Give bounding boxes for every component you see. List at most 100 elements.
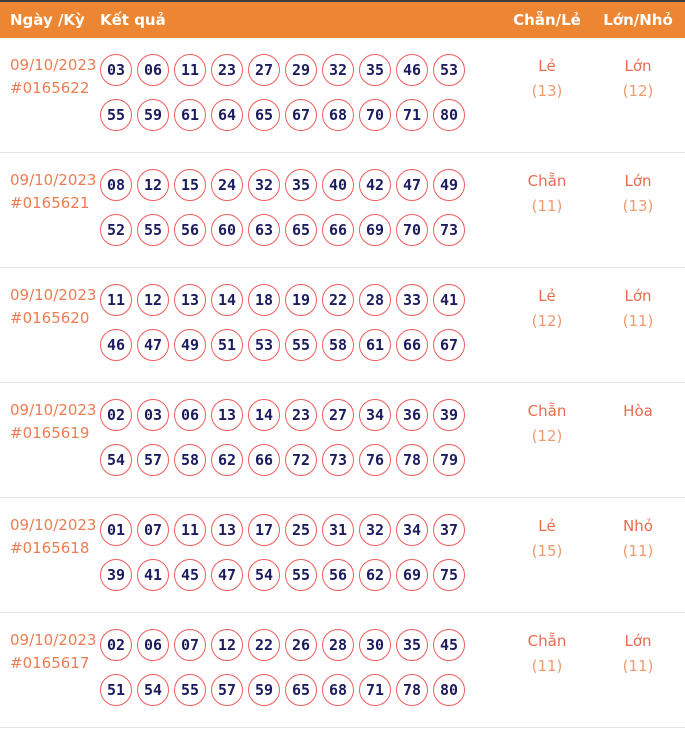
size-count: (11): [622, 542, 654, 560]
result-number-ball: 58: [322, 329, 354, 361]
numbers-line: 51 54 55 57 59 65 68 71 78 80: [100, 674, 497, 706]
draw-date-cell[interactable]: 09/10/2023 #0165617: [0, 629, 100, 706]
result-number-ball: 41: [433, 284, 465, 316]
result-number-ball: 28: [359, 284, 391, 316]
result-number-ball: 59: [137, 99, 169, 131]
result-number-ball: 13: [174, 284, 206, 316]
size-count: (11): [622, 657, 654, 675]
size-count: (12): [622, 82, 654, 100]
draw-row: 09/10/2023 #0165621 08 12 15 24 32 35 40 42 47 49 52…: [0, 153, 685, 268]
draw-date-cell[interactable]: 09/10/2023 #0165622: [0, 54, 100, 131]
result-number-ball: 12: [211, 629, 243, 661]
result-number-ball: 66: [396, 329, 428, 361]
size-label: Lớn: [624, 632, 652, 650]
result-number-ball: 32: [359, 514, 391, 546]
draw-row: 09/10/2023 #0165619 02 03 06 13 14 23 27 34 36 39 54…: [0, 383, 685, 498]
draw-numbers-cell: 11 12 13 14 18 19 22 28 33 41 46 47 49 51 53 55 58 61 66 67: [100, 284, 497, 361]
draw-date-cell[interactable]: 09/10/2023 #0165620: [0, 284, 100, 361]
result-number-ball: 19: [285, 284, 317, 316]
result-number-ball: 70: [359, 99, 391, 131]
result-number-ball: 34: [396, 514, 428, 546]
draw-date: 09/10/2023: [10, 171, 97, 189]
result-number-ball: 26: [285, 629, 317, 661]
result-number-ball: 61: [359, 329, 391, 361]
result-number-ball: 53: [248, 329, 280, 361]
size-count: (13): [622, 197, 654, 215]
size-cell: Lớn (11): [597, 284, 685, 361]
draw-row: 09/10/2023 #0165617 02 06 07 12 22 26 28 30 35 45 51…: [0, 613, 685, 728]
result-number-ball: 69: [396, 559, 428, 591]
draw-date: 09/10/2023: [10, 516, 97, 534]
size-cell: Nhỏ (11): [597, 514, 685, 591]
draw-numbers-cell: 03 06 11 23 27 29 32 35 46 53 55 59 61 64 65 67 68 70 71 80: [100, 54, 497, 131]
result-number-ball: 30: [359, 629, 391, 661]
parity-count: (11): [531, 197, 563, 215]
result-number-ball: 59: [248, 674, 280, 706]
result-number-ball: 35: [359, 54, 391, 86]
size-cell: Lớn (11): [597, 629, 685, 706]
result-number-ball: 62: [211, 444, 243, 476]
result-number-ball: 54: [137, 674, 169, 706]
result-number-ball: 28: [322, 629, 354, 661]
numbers-line: 52 55 56 60 63 65 66 69 70 73: [100, 214, 497, 246]
draw-date-cell[interactable]: 09/10/2023 #0165621: [0, 169, 100, 246]
result-number-ball: 18: [248, 284, 280, 316]
result-number-ball: 80: [433, 99, 465, 131]
result-number-ball: 56: [322, 559, 354, 591]
parity-label: Chẵn: [527, 172, 567, 190]
draw-id: #0165618: [10, 539, 90, 557]
numbers-line: 02 03 06 13 14 23 27 34 36 39: [100, 399, 497, 431]
result-number-ball: 55: [285, 329, 317, 361]
result-number-ball: 80: [433, 674, 465, 706]
result-number-ball: 27: [322, 399, 354, 431]
result-number-ball: 27: [248, 54, 280, 86]
result-number-ball: 55: [100, 99, 132, 131]
parity-count: (12): [531, 312, 563, 330]
numbers-line: 01 07 11 13 17 25 31 32 34 37: [100, 514, 497, 546]
draw-date-cell[interactable]: 09/10/2023 #0165618: [0, 514, 100, 591]
result-number-ball: 11: [174, 514, 206, 546]
result-number-ball: 79: [433, 444, 465, 476]
result-number-ball: 54: [248, 559, 280, 591]
result-number-ball: 42: [359, 169, 391, 201]
result-number-ball: 45: [174, 559, 206, 591]
result-number-ball: 01: [100, 514, 132, 546]
draw-date-cell[interactable]: 09/10/2023 #0165619: [0, 399, 100, 476]
result-number-ball: 65: [285, 214, 317, 246]
column-header-size: Lớn/Nhỏ: [603, 11, 673, 29]
result-number-ball: 70: [396, 214, 428, 246]
result-number-ball: 49: [433, 169, 465, 201]
result-number-ball: 61: [174, 99, 206, 131]
result-number-ball: 73: [433, 214, 465, 246]
column-header-result: Kết quả: [100, 11, 166, 29]
numbers-line: 46 47 49 51 53 55 58 61 66 67: [100, 329, 497, 361]
draw-date: 09/10/2023: [10, 401, 97, 419]
draw-numbers-cell: 02 03 06 13 14 23 27 34 36 39 54 57 58 62 66 72 73 76 78 79: [100, 399, 497, 476]
table-header: Ngày /Kỳ Kết quả Chẵn/Lẻ Lớn/Nhỏ: [0, 2, 685, 38]
numbers-line: 39 41 45 47 54 55 56 62 69 75: [100, 559, 497, 591]
result-number-ball: 78: [396, 674, 428, 706]
parity-label: Chẵn: [527, 632, 567, 650]
draw-numbers-cell: 01 07 11 13 17 25 31 32 34 37 39 41 45 47 54 55 56 62 69 75: [100, 514, 497, 591]
result-number-ball: 32: [322, 54, 354, 86]
numbers-line: 08 12 15 24 32 35 40 42 47 49: [100, 169, 497, 201]
size-label: Hòa: [623, 402, 653, 420]
result-number-ball: 68: [322, 674, 354, 706]
parity-count: (15): [531, 542, 563, 560]
result-number-ball: 49: [174, 329, 206, 361]
result-number-ball: 52: [100, 214, 132, 246]
result-number-ball: 62: [359, 559, 391, 591]
result-number-ball: 29: [285, 54, 317, 86]
result-number-ball: 35: [285, 169, 317, 201]
result-number-ball: 39: [100, 559, 132, 591]
result-number-ball: 54: [100, 444, 132, 476]
result-number-ball: 07: [174, 629, 206, 661]
draw-numbers-cell: 08 12 15 24 32 35 40 42 47 49 52 55 56 60 63 65 66 69 70 73: [100, 169, 497, 246]
result-number-ball: 12: [137, 169, 169, 201]
result-number-ball: 55: [285, 559, 317, 591]
numbers-line: 02 06 07 12 22 26 28 30 35 45: [100, 629, 497, 661]
draw-row: 09/10/2023 #0165620 11 12 13 14 18 19 22 28 33 41 46…: [0, 268, 685, 383]
parity-cell: Chẵn (12): [497, 399, 597, 476]
parity-label: Chẵn: [527, 402, 567, 420]
result-number-ball: 15: [174, 169, 206, 201]
